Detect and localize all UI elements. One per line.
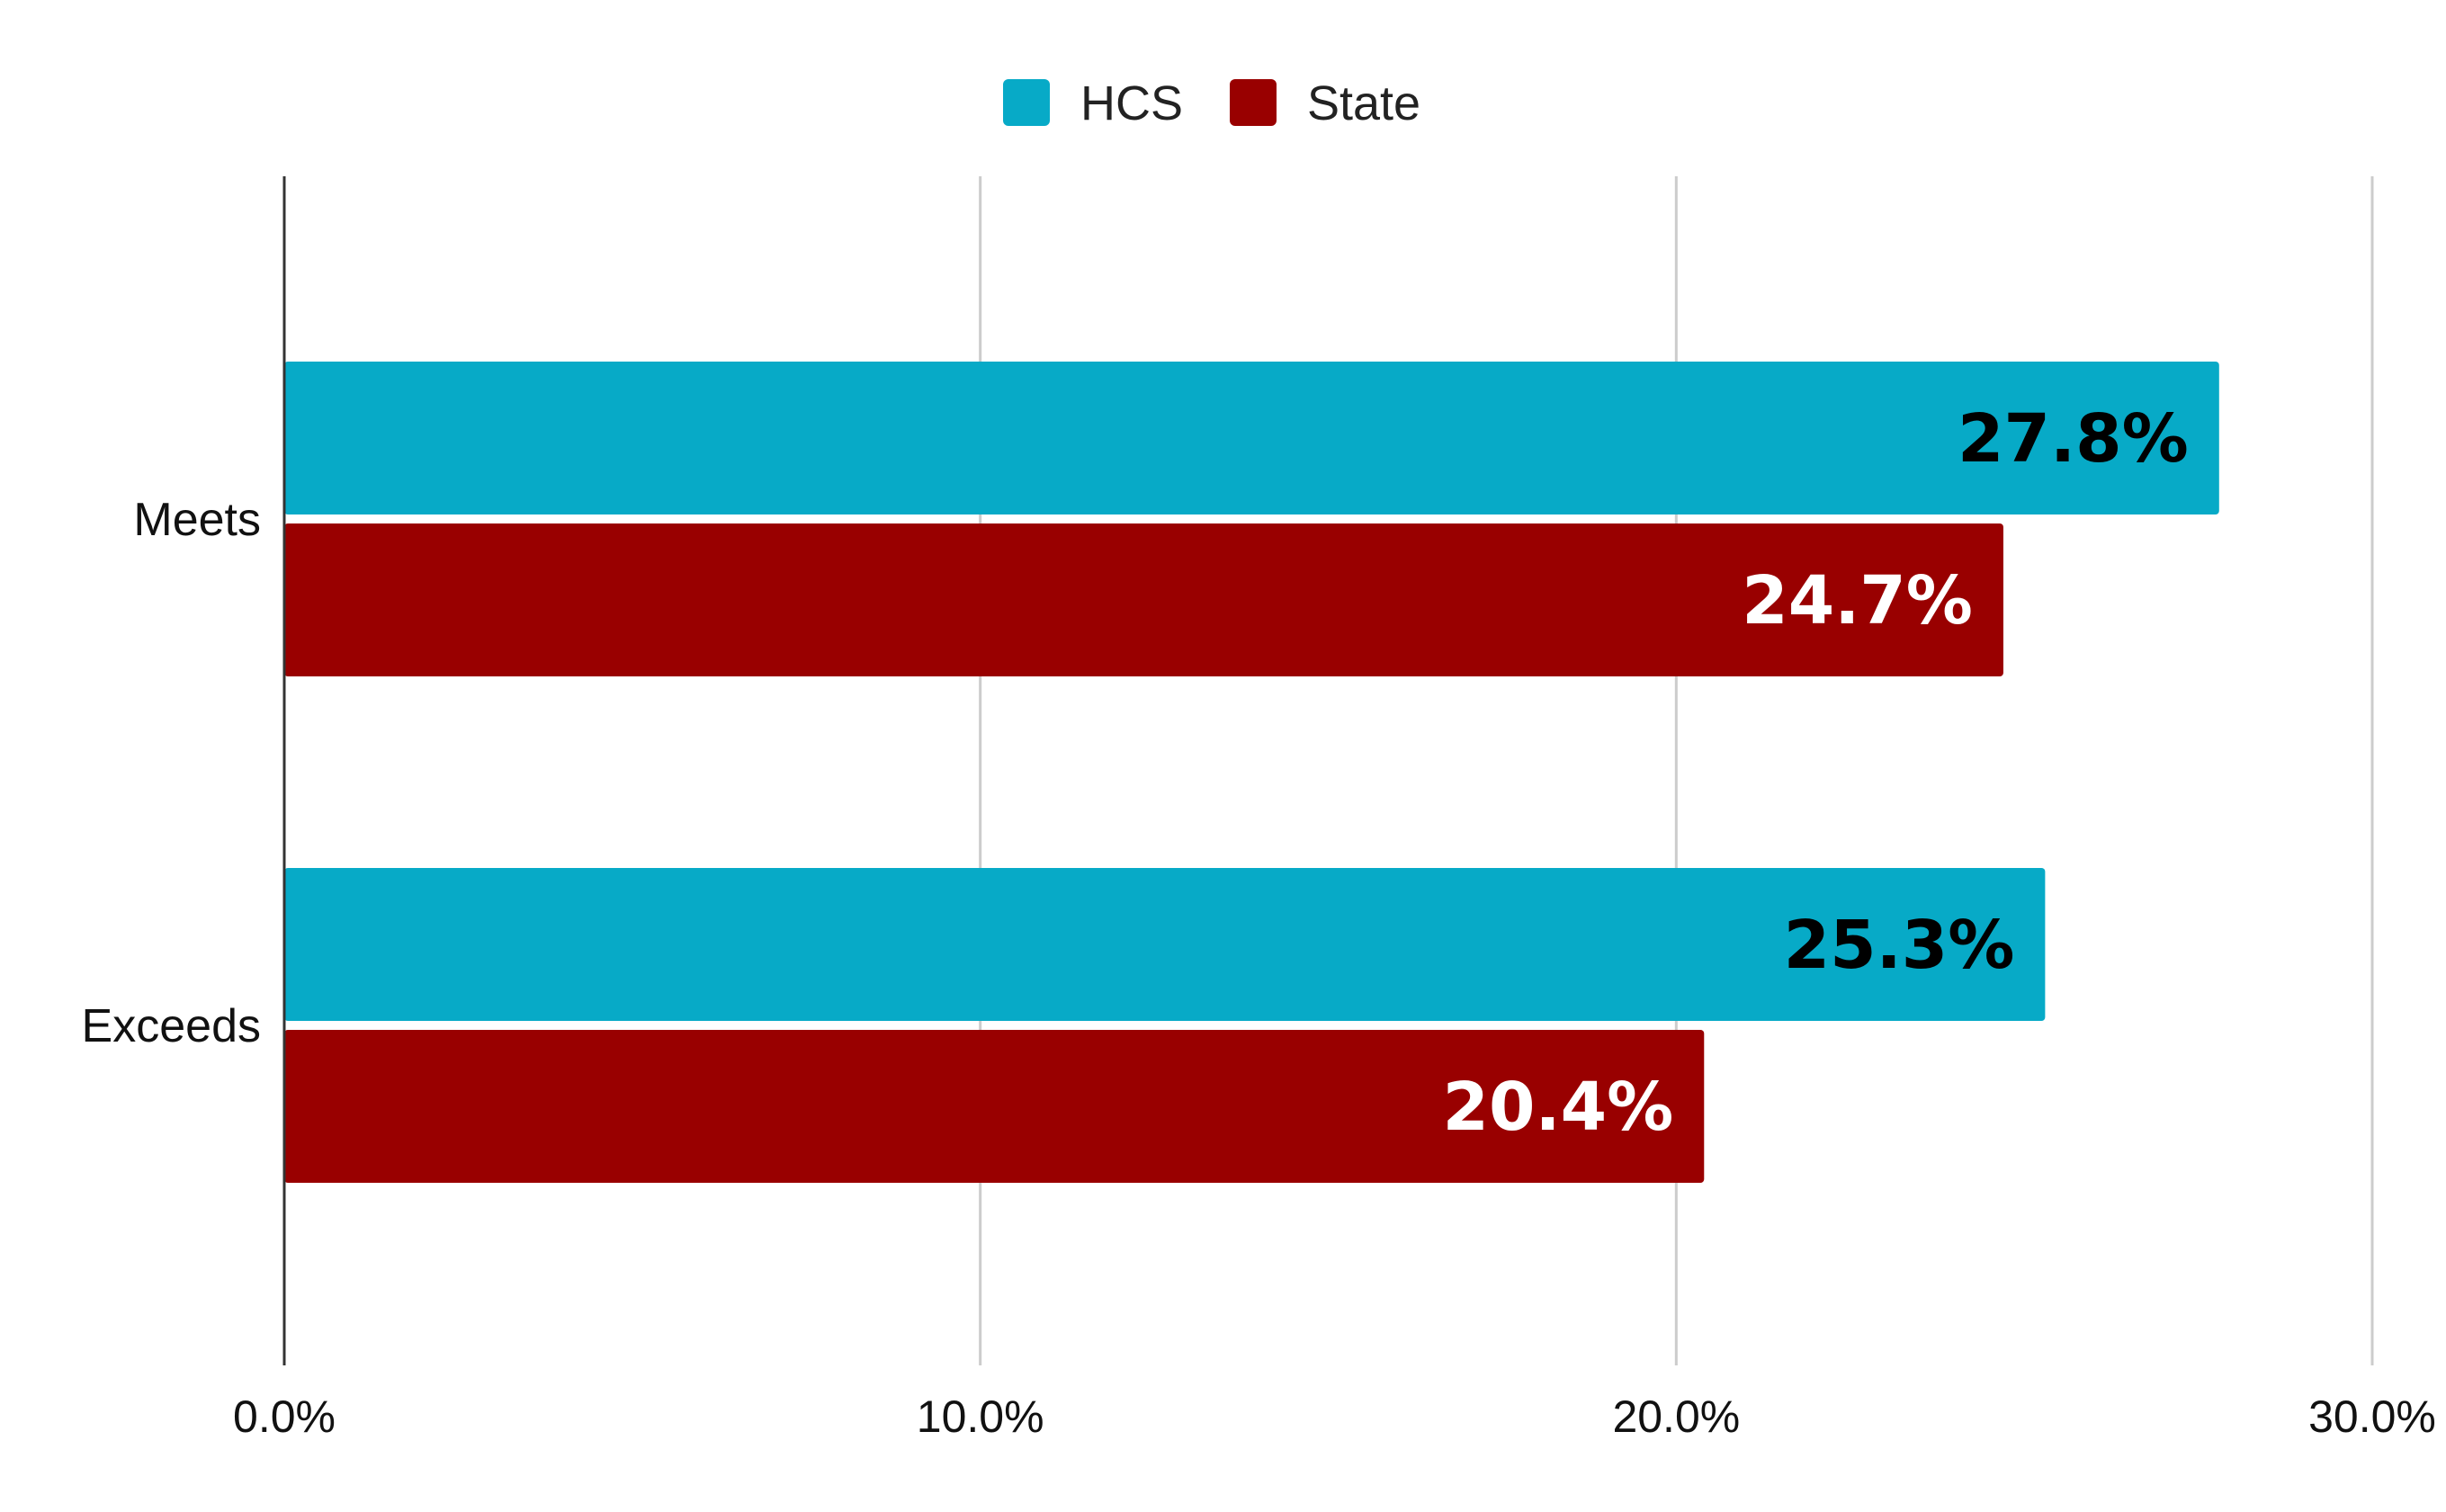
legend-swatch-hcs [1003,79,1050,126]
legend-swatch-state [1230,79,1277,126]
legend-label-hcs: HCS [1080,76,1183,130]
bar-state-exceeds [284,1030,1705,1183]
category-label: Meets [133,494,261,546]
bar-state-meets [284,523,2003,676]
x-tick-label: 10.0% [917,1391,1044,1442]
bar-hcs-meets [284,362,2219,514]
category-label: Exceeds [82,1000,261,1052]
legend: HCS State [1003,76,1420,130]
x-tick-label: 0.0% [233,1391,336,1442]
labels: 0.0% 10.0% 20.0% 30.0% 27.8% 24.7% Meets 25.3% 2… [82,400,2436,1442]
x-tick-label: 20.0% [1612,1391,1740,1442]
data-label: 24.7% [1742,562,1973,640]
legend-label-state: State [1307,76,1420,130]
data-label: 27.8% [1958,400,2189,478]
data-label: 20.4% [1443,1069,1674,1146]
gridlines [979,176,2374,1365]
x-tick-label: 30.0% [2308,1391,2436,1442]
bars [284,362,2219,1183]
data-label: 25.3% [1784,907,2015,984]
bar-hcs-exceeds [284,868,2046,1021]
